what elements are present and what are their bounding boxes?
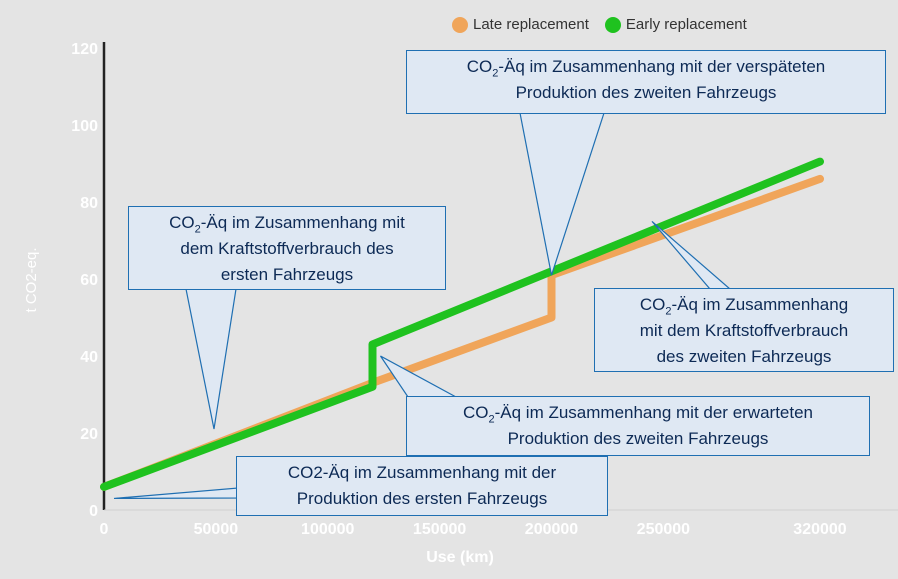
annotation-late-second-production: CO2-Äq im Zusammenhang mit der verspätet… <box>406 50 886 114</box>
pointer-first-production <box>113 487 239 500</box>
legend-swatch-late <box>452 16 468 33</box>
legend-label-early: Early replacement <box>625 16 747 33</box>
annotation-first-production: CO2-Äq im Zusammenhang mit der Produktio… <box>236 456 608 516</box>
y-axis-label: t CO2-eq. <box>23 247 40 312</box>
legend-item-early[interactable]: Early replacement <box>604 16 747 33</box>
annotation-text: CO <box>466 57 493 76</box>
annotation-expected-second-production: CO2-Äq im Zusammenhang mit der erwartete… <box>406 396 870 456</box>
annotation-text: -Äq im Zusammenhang <box>671 295 849 314</box>
x-tick-label: 250000 <box>637 521 690 538</box>
x-tick-label: 200000 <box>525 521 578 538</box>
annotation-line-1: CO2-Äq im Zusammenhang mit der <box>287 463 557 482</box>
annotation-subscript: 2 <box>665 305 672 318</box>
annotation-subscript: 2 <box>492 67 499 80</box>
annotation-subscript: 2 <box>488 413 495 426</box>
y-tick-label: 0 <box>89 503 98 520</box>
series-layer <box>100 157 824 491</box>
legend-label-late: Late replacement <box>473 16 589 33</box>
legend-item-late[interactable]: Late replacement <box>452 16 589 33</box>
x-tick-label: 320000 <box>793 521 846 538</box>
annotation-line-2: Produktion des ersten Fahrzeugs <box>296 489 548 508</box>
annotation-line-2: Produktion des zweiten Fahrzeugs <box>515 83 777 102</box>
annotation-text: -Äq im Zusammenhang mit der erwarteten <box>494 403 814 422</box>
x-tick-label: 100000 <box>301 521 354 538</box>
axes: 0 20 40 60 80 100 120 0 50000 100000 150000 200000 2… <box>23 41 898 566</box>
annotation-second-fuel: CO2-Äq im Zusammenhang mit dem Kraftstof… <box>594 288 894 372</box>
legend-swatch-early <box>604 16 621 33</box>
y-tick-label: 60 <box>80 272 98 289</box>
annotation-line-1: CO2-Äq im Zusammenhang mit der erwartete… <box>415 400 861 426</box>
annotation-text: -Äq im Zusammenhang mit <box>200 213 405 232</box>
x-tick-label: 50000 <box>194 521 239 538</box>
y-tick-label: 120 <box>71 41 98 58</box>
callout-pointers <box>113 112 732 500</box>
x-axis-label: Use (km) <box>426 549 494 566</box>
x-tick-label: 150000 <box>413 521 466 538</box>
annotation-line-3: des zweiten Fahrzeugs <box>656 347 832 366</box>
annotation-subscript: 2 <box>194 223 201 236</box>
annotation-line-2: mit dem Kraftstoffverbrauch <box>639 321 849 340</box>
annotation-first-fuel: CO2-Äq im Zusammenhang mit dem Kraftstof… <box>128 206 446 290</box>
x-tick-label: 0 <box>100 521 109 538</box>
annotation-line-2: dem Kraftstoffverbrauch des <box>180 239 394 258</box>
y-tick-label: 80 <box>80 195 98 212</box>
annotation-text: CO <box>169 213 195 232</box>
y-tick-label: 20 <box>80 426 98 443</box>
y-tick-label: 100 <box>71 118 98 135</box>
annotation-text: -Äq im Zusammenhang mit der verspäteten <box>498 57 826 76</box>
series-early-replacement <box>100 157 824 491</box>
annotation-line-3: ersten Fahrzeugs <box>220 265 354 284</box>
annotation-line-1: CO2-Äq im Zusammenhang mit <box>137 210 437 236</box>
annotation-line-1: CO2-Äq im Zusammenhang mit der verspätet… <box>415 54 877 80</box>
annotation-text: CO <box>639 295 666 314</box>
pointer-first-fuel <box>185 288 237 430</box>
annotation-line-2: Produktion des zweiten Fahrzeugs <box>507 429 769 448</box>
annotation-line-1: CO2-Äq im Zusammenhang <box>603 292 885 318</box>
legend: Late replacement Early replacement <box>452 16 747 33</box>
pointer-second-fuel <box>651 220 732 290</box>
annotation-text: CO <box>462 403 489 422</box>
y-tick-label: 40 <box>80 349 98 366</box>
